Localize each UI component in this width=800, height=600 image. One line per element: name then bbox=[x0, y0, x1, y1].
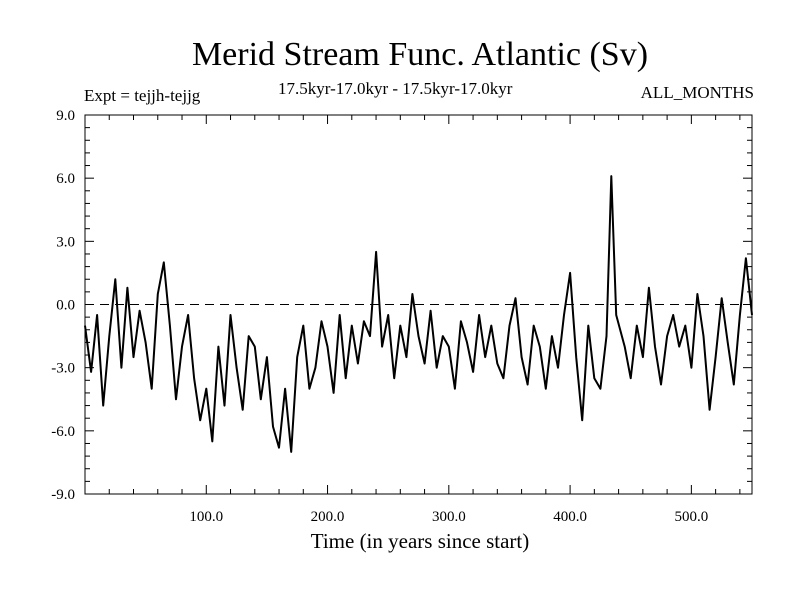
y-tick-label: -9.0 bbox=[51, 487, 75, 503]
experiment-label: Expt = tejjh-tejjg bbox=[84, 86, 201, 105]
series-line bbox=[84, 175, 753, 453]
chart-subtitle: 17.5kyr-17.0kyr - 17.5kyr-17.0kyr bbox=[278, 79, 513, 98]
y-tick-label: 3.0 bbox=[56, 234, 75, 250]
y-tick-label: -6.0 bbox=[51, 424, 75, 440]
y-tick-label: 9.0 bbox=[56, 108, 75, 124]
x-tick-label: 500.0 bbox=[674, 509, 708, 525]
tick-labels: 100.0 200.0 300.0 400.0 500.0 -9.0 -6.0 -3.0 0.0… bbox=[51, 108, 708, 525]
chart-title: Merid Stream Func. Atlantic (Sv) bbox=[191, 36, 649, 73]
x-tick-label: 100.0 bbox=[189, 509, 223, 525]
y-tick-label: -3.0 bbox=[51, 361, 75, 377]
x-tick-label: 200.0 bbox=[311, 509, 345, 525]
plot-frame bbox=[84, 114, 753, 495]
period-label: ALL_MONTHS bbox=[640, 83, 754, 102]
y-tick-label: 6.0 bbox=[56, 171, 75, 187]
x-tick-label: 300.0 bbox=[432, 509, 466, 525]
x-tick-label: 400.0 bbox=[553, 509, 587, 525]
x-axis-label: Time (in years since start) bbox=[310, 529, 530, 553]
y-tick-label: 0.0 bbox=[56, 298, 75, 314]
axis-ticks bbox=[85, 115, 752, 494]
